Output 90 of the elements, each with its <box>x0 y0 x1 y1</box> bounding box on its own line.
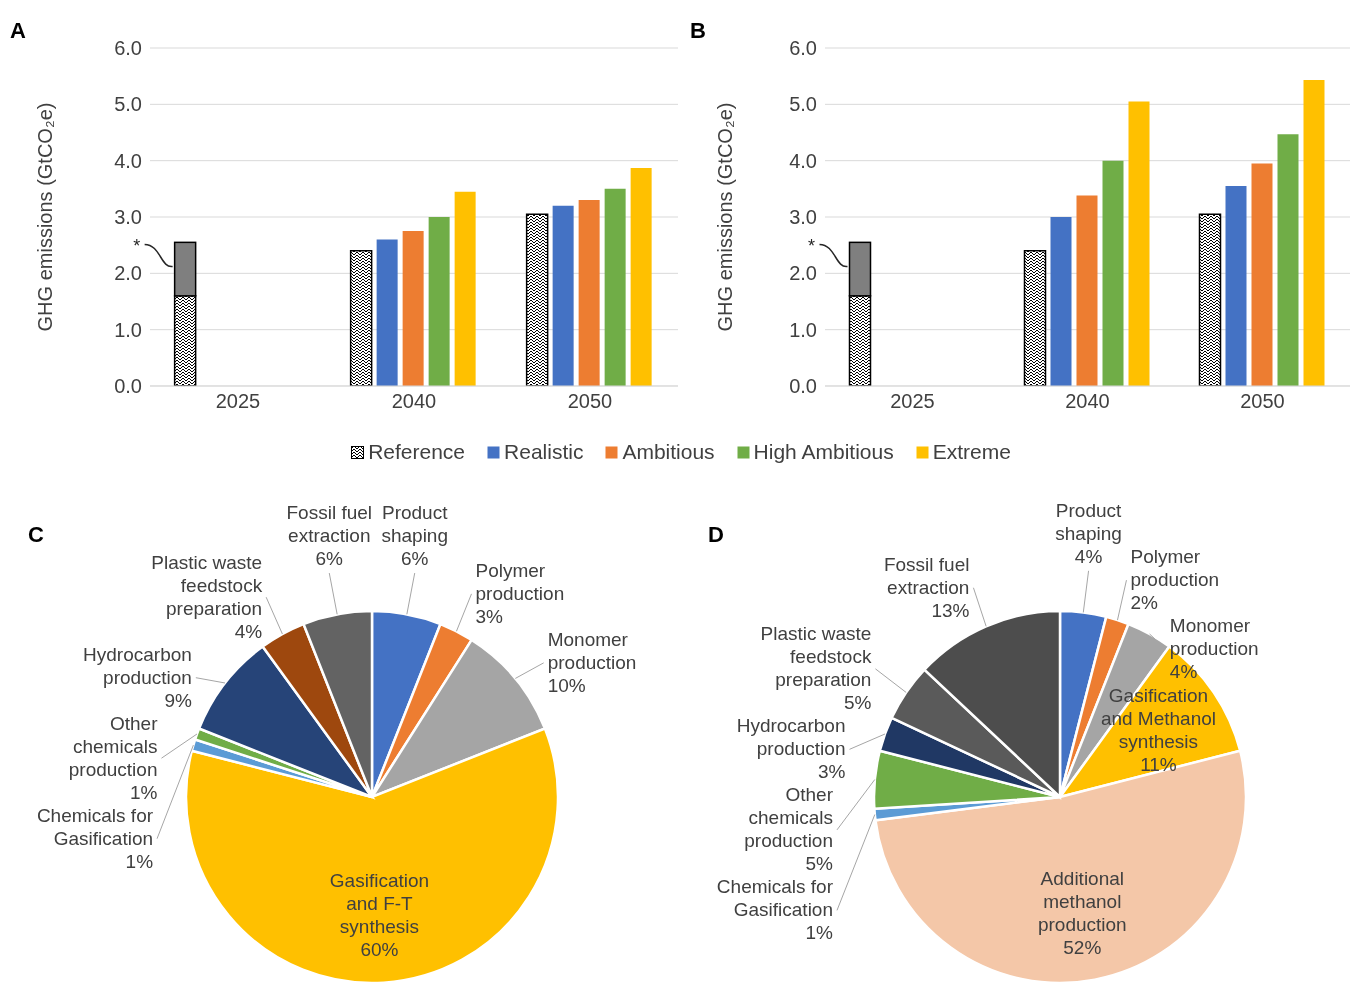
y-tick-label: 3.0 <box>114 206 142 229</box>
data-label: 13% <box>931 599 970 621</box>
slice-label: Gasification and F-T synthesis <box>329 870 430 938</box>
data-label: 2% <box>1130 592 1159 614</box>
bar <box>1023 250 1047 386</box>
slice-label: Fossil fuel extraction <box>286 502 373 547</box>
text: * <box>133 236 141 257</box>
data-label: 1% <box>805 922 834 944</box>
slice-label: Chemicals for Gasification <box>716 876 834 921</box>
bar <box>1277 134 1299 386</box>
bar <box>1076 195 1098 386</box>
slice-label: Hydrocarbon production <box>83 643 192 688</box>
bar <box>1303 80 1325 386</box>
bar <box>376 239 398 386</box>
x-tick-label: 2040 <box>391 390 437 413</box>
y-tick-label: 0.0 <box>114 375 142 398</box>
data-label: 3% <box>475 605 504 627</box>
data-label: 6% <box>400 548 429 570</box>
data-label: 10% <box>547 674 586 696</box>
bar <box>525 213 549 386</box>
y-tick-label: 6.0 <box>789 37 817 60</box>
y-axis-title: GHG emissions (GtCO₂e) <box>34 102 57 332</box>
slice-label: Hydrocarbon production <box>736 715 846 760</box>
slice-label: Monomer production <box>547 628 637 673</box>
slice-label: Plastic waste feedstock preparation <box>760 623 872 691</box>
bar <box>1198 213 1222 386</box>
bar <box>552 205 574 386</box>
slice-label: Other chemicals production <box>744 784 834 852</box>
y-tick-label: 5.0 <box>789 93 817 116</box>
bar <box>1128 101 1150 386</box>
slice-label: Other chemicals production <box>68 712 159 780</box>
bar <box>1225 186 1247 386</box>
legend-label: Realistic <box>504 440 584 464</box>
slice-label: Polymer production <box>475 559 565 604</box>
data-label: 4% <box>234 620 263 642</box>
data-label: 6% <box>315 548 344 570</box>
bar <box>630 167 652 386</box>
y-axis-title: GHG emissions (GtCO₂e) <box>714 102 737 332</box>
legend-label: High Ambitious <box>753 440 894 464</box>
data-label: 5% <box>805 853 834 875</box>
data-label: 1% <box>125 850 154 872</box>
bar <box>454 191 476 386</box>
bar <box>1251 163 1273 386</box>
data-label: 60% <box>360 939 399 961</box>
y-tick-label: 3.0 <box>789 206 817 229</box>
legend-label: Extreme <box>932 440 1011 464</box>
slice-label: Plastic waste feedstock preparation <box>151 551 263 619</box>
y-tick-label: 2.0 <box>114 262 142 285</box>
x-tick-label: 2025 <box>890 390 935 413</box>
data-label: 1% <box>130 781 158 803</box>
data-label: 4% <box>1169 661 1198 683</box>
bar <box>349 250 373 386</box>
data-label: 52% <box>1063 937 1102 959</box>
bar <box>604 188 626 386</box>
chart-title: A <box>10 18 26 44</box>
y-tick-label: 4.0 <box>114 149 142 172</box>
slice-label: Fossil fuel extraction <box>883 553 970 598</box>
data-label: 9% <box>164 689 192 711</box>
slice-label: Monomer production <box>1169 615 1259 660</box>
text: D <box>708 522 724 548</box>
slice-label: Chemicals for Gasification <box>36 804 154 849</box>
slice-label: Product shaping <box>381 502 449 547</box>
text: * <box>807 236 816 257</box>
bar <box>1050 217 1072 386</box>
slice-label: Polymer production <box>1130 546 1220 591</box>
data-label: 5% <box>843 692 872 714</box>
x-tick-label: 2050 <box>1240 390 1285 413</box>
data-label: 4% <box>1074 545 1103 567</box>
bar <box>578 200 600 386</box>
legend-label: Ambitious <box>622 440 715 464</box>
data-label: 3% <box>818 761 846 783</box>
slice-label: Product shaping <box>1055 499 1123 544</box>
y-tick-label: 4.0 <box>789 149 817 172</box>
bar <box>1102 160 1124 386</box>
y-tick-label: 2.0 <box>789 262 817 285</box>
y-tick-label: 1.0 <box>789 318 817 341</box>
y-tick-label: 6.0 <box>114 37 142 60</box>
x-tick-label: 2040 <box>1065 390 1110 413</box>
y-tick-label: 0.0 <box>789 375 817 398</box>
y-tick-label: 1.0 <box>114 318 142 341</box>
text: C <box>28 522 44 548</box>
bar <box>402 231 424 386</box>
legend-label: Reference <box>368 440 466 464</box>
chart-title: B <box>690 18 706 44</box>
x-tick-label: 2050 <box>567 390 613 413</box>
data-label: 11% <box>1140 753 1177 775</box>
y-tick-label: 5.0 <box>114 93 142 116</box>
slice-label: Additional methanol production <box>1037 868 1127 936</box>
x-tick-label: 2025 <box>215 390 261 413</box>
bar <box>428 217 450 386</box>
